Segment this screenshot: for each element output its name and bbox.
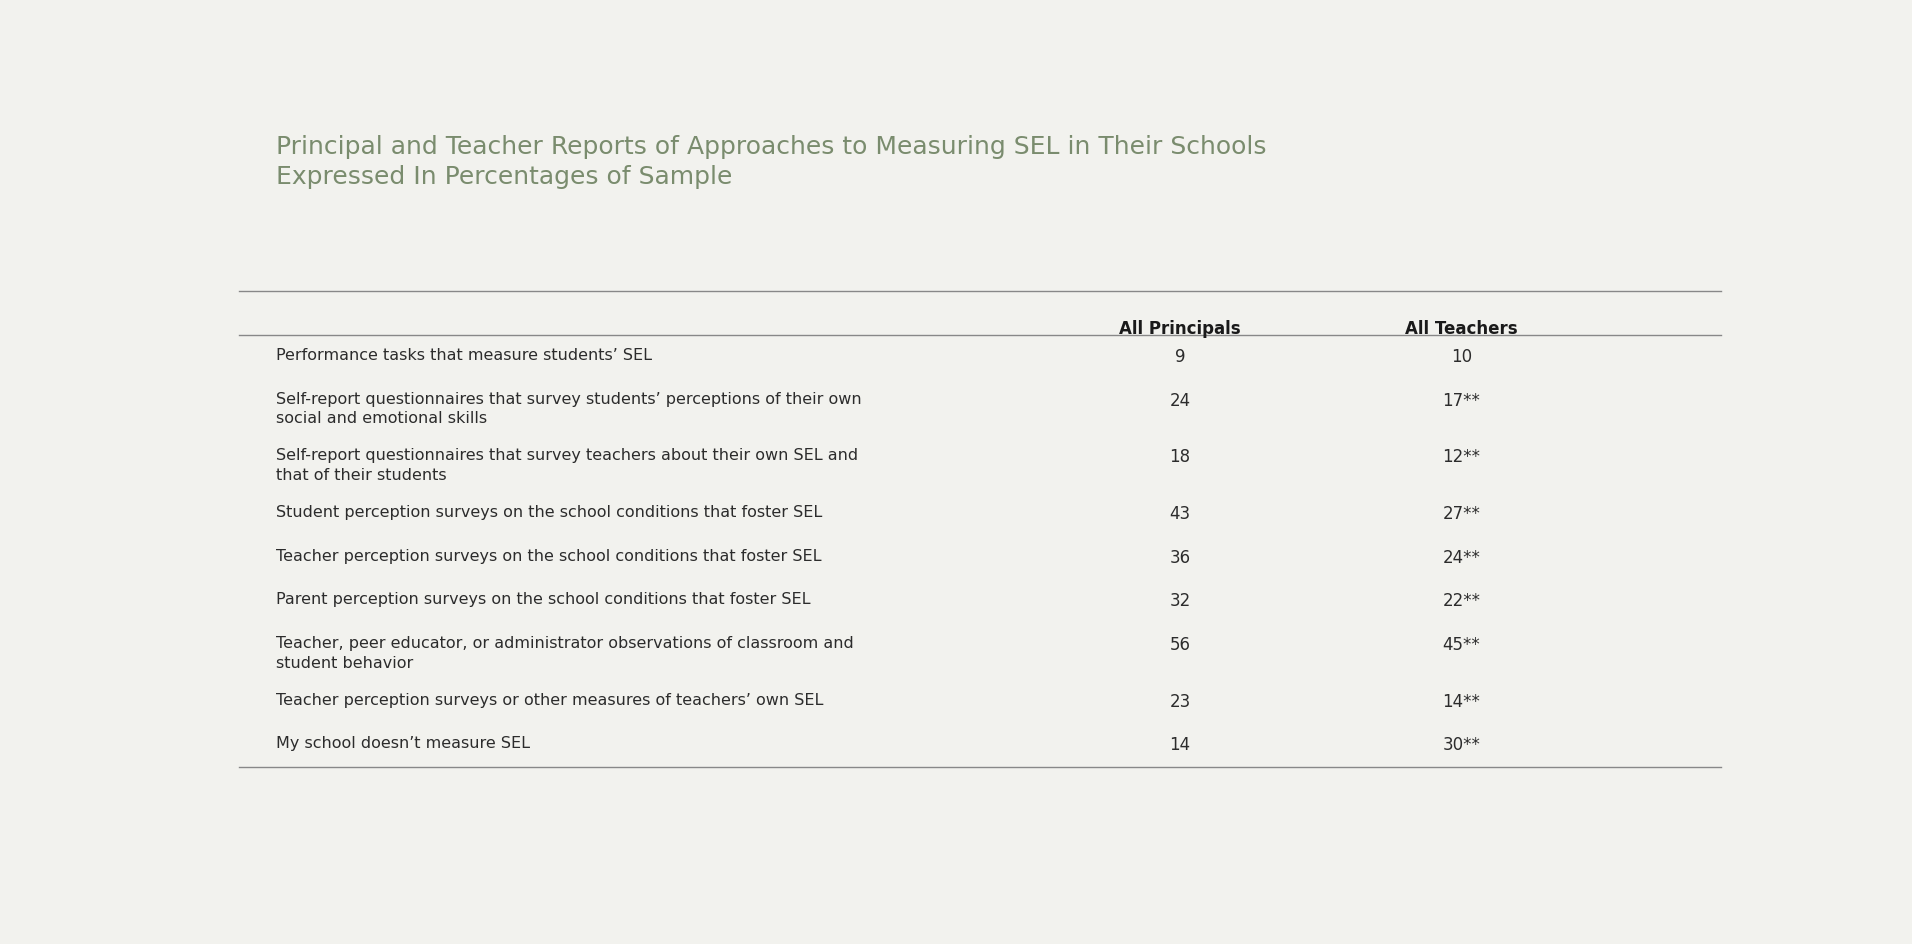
Text: All Principals: All Principals <box>1119 320 1241 339</box>
Text: Principal and Teacher Reports of Approaches to Measuring SEL in Their Schools
Ex: Principal and Teacher Reports of Approac… <box>275 135 1266 189</box>
Text: My school doesn’t measure SEL: My school doesn’t measure SEL <box>275 736 530 751</box>
Text: Self-report questionnaires that survey students’ perceptions of their own
social: Self-report questionnaires that survey s… <box>275 392 862 427</box>
Text: 17**: 17** <box>1442 392 1480 410</box>
Text: 27**: 27** <box>1442 505 1480 523</box>
Text: 22**: 22** <box>1442 592 1480 610</box>
Text: Student perception surveys on the school conditions that foster SEL: Student perception surveys on the school… <box>275 505 822 520</box>
Text: 30**: 30** <box>1442 736 1480 754</box>
Text: 23: 23 <box>1170 693 1191 711</box>
Text: Teacher perception surveys or other measures of teachers’ own SEL: Teacher perception surveys or other meas… <box>275 693 824 708</box>
Text: 14**: 14** <box>1442 693 1480 711</box>
Text: Teacher, peer educator, or administrator observations of classroom and
student b: Teacher, peer educator, or administrator… <box>275 636 855 670</box>
Text: Performance tasks that measure students’ SEL: Performance tasks that measure students’… <box>275 348 652 363</box>
Text: Parent perception surveys on the school conditions that foster SEL: Parent perception surveys on the school … <box>275 592 811 607</box>
Text: 9: 9 <box>1174 348 1185 366</box>
Text: 24: 24 <box>1170 392 1191 410</box>
Text: 56: 56 <box>1170 636 1191 654</box>
Text: 24**: 24** <box>1442 548 1480 566</box>
Text: 36: 36 <box>1170 548 1191 566</box>
Text: Teacher perception surveys on the school conditions that foster SEL: Teacher perception surveys on the school… <box>275 548 822 564</box>
Text: 43: 43 <box>1170 505 1191 523</box>
Text: 45**: 45** <box>1444 636 1480 654</box>
Text: 14: 14 <box>1170 736 1191 754</box>
Text: 10: 10 <box>1451 348 1472 366</box>
Text: 12**: 12** <box>1442 448 1480 466</box>
Text: All Teachers: All Teachers <box>1405 320 1518 339</box>
Text: Self-report questionnaires that survey teachers about their own SEL and
that of : Self-report questionnaires that survey t… <box>275 448 858 483</box>
Text: 32: 32 <box>1170 592 1191 610</box>
Text: 18: 18 <box>1170 448 1191 466</box>
